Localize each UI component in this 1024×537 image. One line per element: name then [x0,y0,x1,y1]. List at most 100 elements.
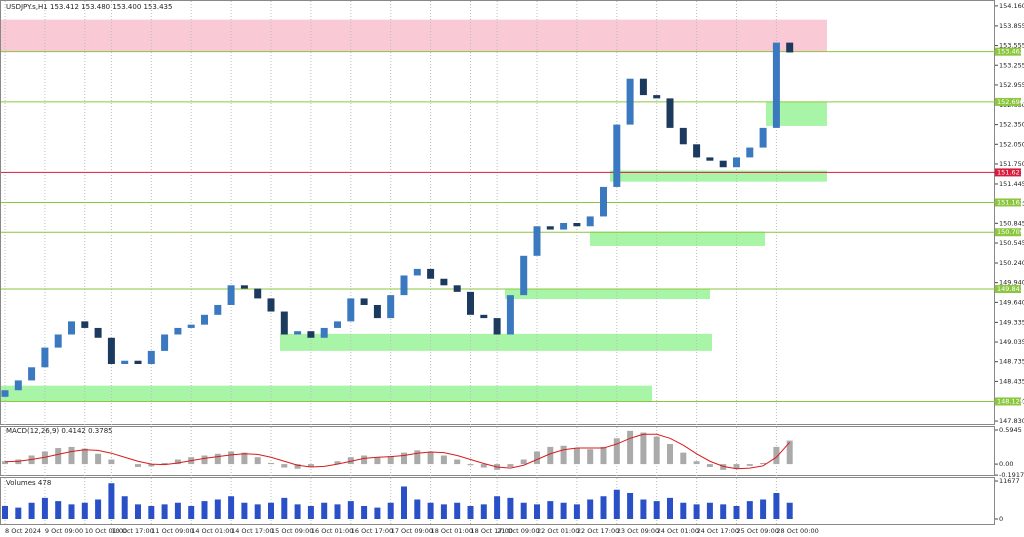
level-label: 153.462 [997,48,1024,56]
volume-bar [81,502,88,519]
macd-bar [414,450,421,465]
candle [187,324,195,328]
level-label: 151.163 [997,198,1024,206]
volume-label: Volumes 478 [6,479,51,487]
volume-bar [494,496,501,519]
macd-bar [480,464,487,468]
candle [214,304,222,315]
macd-bar [347,457,354,465]
volume-bar [174,502,181,519]
macd-bar [680,452,687,465]
level-tag [995,168,1021,177]
volume-bar [401,486,407,519]
volume-bar [520,502,527,519]
macd-bar [201,455,208,465]
volume-bar [746,501,753,519]
volume-frame [0,477,995,525]
y-tick-label: 151.445 [999,180,1024,188]
candle [506,295,514,335]
volume-bar [188,505,195,519]
y-tick-label: 153.855 [999,22,1024,30]
level-tag [995,47,1021,56]
candle [440,278,448,286]
candle [493,318,501,335]
macd-bar [693,461,700,465]
candle [54,334,62,348]
x-tick-label: 14 Oct 01:00 [191,527,233,535]
level-tag [995,97,1021,106]
macd-bar [627,430,634,465]
candle [161,334,169,351]
macd-bar [640,432,647,465]
volume-bar [640,499,647,519]
y-tick-label: 152.050 [999,140,1024,148]
volume-bar [653,501,660,519]
volume-bar [268,502,274,519]
macd-bar [161,462,168,465]
x-tick-label: 22 Oct 01:00 [537,527,579,535]
candle [467,291,474,315]
candle [746,147,754,158]
volume-bar [307,505,314,519]
level-label: 152.696 [997,98,1024,106]
candle [267,298,275,312]
x-tick-label: 28 Oct 00:00 [776,527,818,535]
y-tick-label: 153.255 [999,61,1024,69]
x-tick-label: 8 Oct 2024 [5,527,41,535]
volume-bar [361,505,368,519]
x-tick-label: 22 Oct 17:00 [577,527,619,535]
zone [610,170,827,182]
volume-bar [135,504,141,519]
macd-bar [667,444,673,465]
candle [613,124,621,187]
macd-bar [733,464,740,469]
candle [240,285,248,289]
macd-bar [587,449,594,465]
candle [147,350,155,365]
volume-bar [55,501,62,519]
volume-bar [214,499,221,519]
macd-bar [281,464,288,468]
candle [772,42,780,128]
volume-bar [68,504,75,519]
volume-bar [454,502,461,519]
candle [320,327,328,338]
macd-bar [108,459,115,465]
candle [81,321,89,328]
macd-signal [4,433,791,470]
candle [626,78,634,125]
volume-bar [334,504,341,519]
y-tick-label: 153.555 [999,42,1024,50]
candle [14,380,22,391]
candle [759,127,767,148]
macd-bar [2,461,8,465]
volume-bar [760,499,767,519]
macd-bar [95,453,102,465]
macd-bar [760,462,767,465]
level-tag [995,228,1021,237]
candle [560,222,568,230]
y-tick-label: 154.160 [999,2,1024,10]
volume-bar [414,499,421,519]
volume-bar [201,501,208,519]
macd-bar [547,446,554,465]
volume-bar [720,504,727,519]
y-tick-label: 150.845 [999,219,1024,227]
macd-bar [334,461,341,465]
volume-bar [440,504,447,519]
macd-label: MACD(12,26,9) 0.4142 0.3785 [6,427,113,435]
volume-bar [121,496,128,519]
macd-bar [214,453,221,465]
macd-bar [307,464,314,467]
volume-bar [467,505,474,519]
chart-title: USDJPY.s,H1 153.412 153.480 153.400 153.… [6,3,172,11]
candle [639,78,647,96]
candle [480,314,488,319]
candle [41,347,49,368]
volume-bar [667,497,673,519]
candle [600,186,607,217]
volume-bar [41,497,48,519]
candle [68,321,75,335]
macd-bar [440,455,447,465]
level-label: 150.709 [997,228,1024,236]
